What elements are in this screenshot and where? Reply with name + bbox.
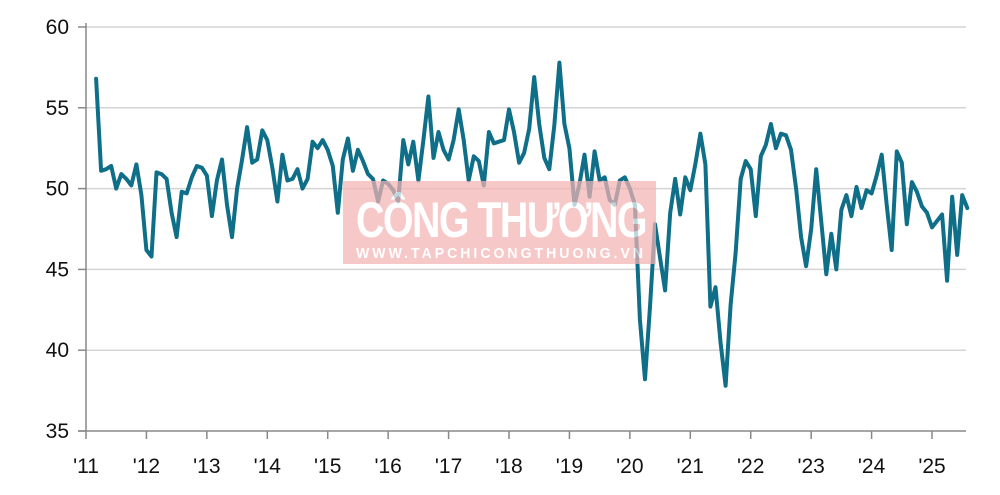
y-tick-label: 55 bbox=[46, 97, 69, 120]
watermark-logo: CÔNG THƯƠNG WWW.TAPCHICONGTHUONG.VN bbox=[343, 181, 656, 264]
y-tick-label: 40 bbox=[46, 339, 69, 362]
x-axis-ticks: '11 '12 '13 '14 '15 '16 '17 '18 '19 '20 '21 '22 '23 '… bbox=[73, 431, 946, 478]
y-axis-ticks: 35 40 45 50 55 60 bbox=[46, 16, 86, 443]
axes bbox=[78, 23, 966, 432]
x-tick-label: '11 bbox=[73, 455, 99, 478]
x-tick-label: '18 bbox=[495, 455, 522, 478]
x-tick-label: '22 bbox=[737, 455, 764, 478]
watermark-url: WWW.TAPCHICONGTHUONG.VN bbox=[356, 245, 646, 262]
x-tick-label: '21 bbox=[677, 455, 704, 478]
x-tick-label: '16 bbox=[374, 455, 401, 478]
x-tick-label: '13 bbox=[193, 455, 220, 478]
y-tick-label: 50 bbox=[46, 178, 69, 201]
x-tick-label: '25 bbox=[918, 455, 945, 478]
x-tick-label: '24 bbox=[858, 455, 886, 478]
x-tick-label: '23 bbox=[797, 455, 824, 478]
x-tick-label: '14 bbox=[254, 455, 282, 478]
x-tick-label: '19 bbox=[556, 455, 583, 478]
y-tick-label: 60 bbox=[46, 16, 69, 39]
series-line bbox=[94, 60, 970, 388]
watermark-background bbox=[343, 181, 656, 264]
x-tick-label: '20 bbox=[616, 455, 643, 478]
x-tick-label: '12 bbox=[133, 455, 160, 478]
x-tick-label: '15 bbox=[314, 455, 341, 478]
x-tick-label: '17 bbox=[435, 455, 462, 478]
y-tick-label: 45 bbox=[46, 258, 69, 281]
watermark-title: CÔNG THƯƠNG bbox=[356, 191, 646, 248]
y-tick-label: 35 bbox=[46, 420, 69, 443]
